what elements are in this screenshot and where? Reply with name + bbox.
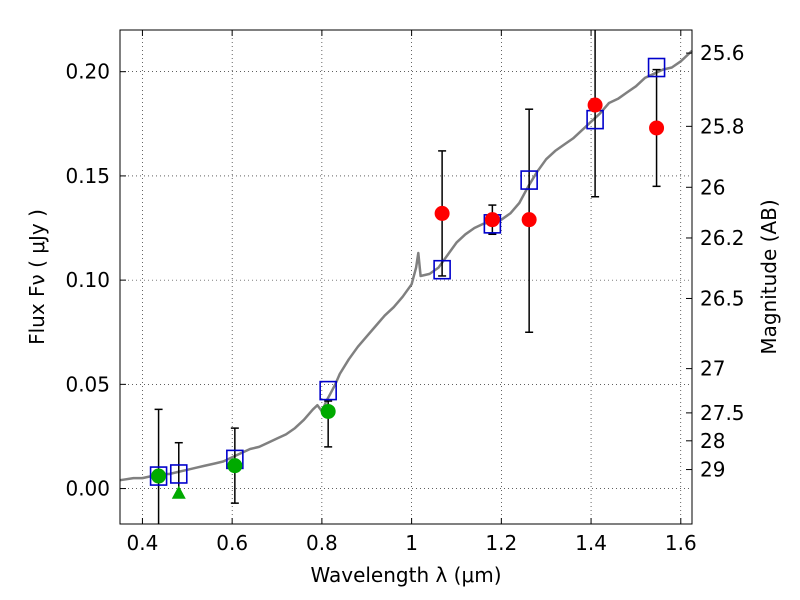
gridlines — [120, 30, 692, 524]
x-axis-label: Wavelength λ (μm) — [310, 563, 501, 587]
magnitude-tick-label: 26 — [700, 175, 725, 199]
model-photometry-square — [169, 464, 188, 484]
y-tick-label: 0.20 — [65, 60, 110, 84]
y-tick-label: 0.15 — [65, 164, 110, 188]
magnitude-tick-label: 25.8 — [700, 114, 745, 138]
magnitude-tick-label: 26.2 — [700, 226, 745, 250]
data-markers — [149, 57, 666, 499]
x-tick-label: 1.4 — [575, 531, 607, 555]
y-tick-label: 0.05 — [65, 372, 110, 396]
model-photometry-square — [520, 170, 538, 190]
nir-point — [484, 212, 500, 228]
y-tick-label: 0.10 — [65, 268, 110, 292]
x-tick-label: 0.4 — [127, 531, 159, 555]
y-tick-label: 0.00 — [65, 477, 110, 501]
x-tick-label: 1.2 — [485, 531, 517, 555]
model-photometry-square — [319, 380, 337, 401]
optical-point — [227, 458, 243, 474]
upper-limit-triangle — [171, 485, 186, 499]
nir-point — [587, 97, 603, 113]
x-tick-label: 0.6 — [216, 531, 248, 555]
model-photometry-square — [433, 259, 451, 280]
nir-point — [434, 205, 450, 221]
optical-point — [151, 468, 167, 484]
magnitude-tick-label: 26.5 — [700, 286, 745, 310]
x-tick-label: 1.6 — [665, 531, 697, 555]
model-photometry-square — [647, 57, 666, 78]
x-tick-label: 1 — [405, 531, 418, 555]
magnitude-tick-label: 28 — [700, 429, 725, 453]
model-photometry-square — [149, 466, 168, 486]
plot-area — [120, 30, 692, 524]
magnitude-tick-label: 27 — [700, 357, 725, 381]
magnitude-tick-label: 27.5 — [700, 401, 745, 425]
nir-point — [521, 212, 537, 228]
nir-point — [649, 120, 665, 136]
optical-point — [320, 403, 336, 419]
magnitude-tick-label: 29 — [700, 458, 725, 482]
magnitude-axis-label: Magnitude (AB) — [757, 199, 781, 354]
y-axis-label: Flux Fν ( μJy ) — [25, 209, 49, 345]
plot-frame — [119, 29, 693, 525]
axis-ticks: 0.4 0.6 0.8 1 1.2 1.4 1.6 0.00 0.05 0.10 0.15 0.20 2… — [65, 30, 745, 555]
x-tick-label: 0.8 — [306, 531, 338, 555]
magnitude-tick-label: 25.6 — [700, 41, 745, 65]
